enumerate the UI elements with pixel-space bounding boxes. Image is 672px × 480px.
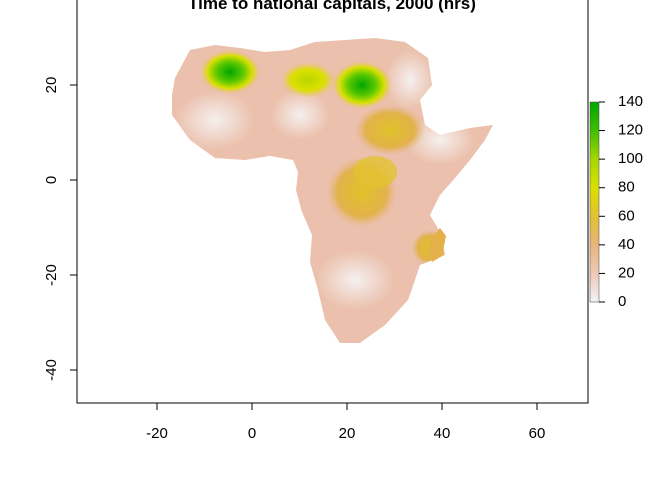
pale-region-south [315, 250, 395, 310]
pale-region-west [175, 90, 255, 150]
yellow-region-congo [353, 156, 397, 188]
x-tick-label: 20 [339, 425, 356, 442]
colorbar-frame [589, 101, 600, 303]
colorbar-tick-label: 0 [618, 293, 626, 310]
x-tick-label: 40 [434, 425, 451, 442]
y-axis: -40 -20 0 20 [43, 77, 78, 381]
x-axis: -20 0 20 40 60 [146, 402, 546, 442]
y-tick-label: -20 [43, 264, 60, 286]
x-tick-label: 60 [529, 425, 546, 442]
y-tick-label: 20 [43, 77, 60, 94]
africa-landmass [172, 38, 493, 343]
green-hotspot-east-sahara [332, 61, 392, 109]
colorbar: 0 20 40 60 80 100 120 140 [589, 93, 643, 310]
colorbar-ticks: 0 20 40 60 80 100 120 140 [599, 93, 643, 310]
colorbar-gradient [590, 102, 599, 302]
orange-region-sudan [355, 105, 425, 155]
pale-region-center [270, 90, 330, 140]
chart-title: Time to national capitals, 2000 (hrs) [188, 0, 476, 13]
yellow-hotspot-central-sahara [280, 62, 336, 98]
madagascar [428, 228, 446, 262]
colorbar-tick-label: 60 [618, 207, 635, 224]
colorbar-tick-label: 80 [618, 179, 635, 196]
green-hotspot-west-sahara [200, 50, 260, 94]
y-tick-label: -40 [43, 359, 60, 381]
colorbar-tick-label: 20 [618, 264, 635, 281]
x-tick-label: -20 [146, 425, 168, 442]
colorbar-tick-label: 40 [618, 236, 635, 253]
y-tick-label: 0 [43, 176, 60, 184]
pale-region-northeast [385, 50, 435, 110]
colorbar-tick-label: 140 [618, 93, 643, 110]
colorbar-tick-label: 100 [618, 150, 643, 167]
x-tick-label: 0 [248, 425, 256, 442]
colorbar-tick-label: 120 [618, 122, 643, 139]
